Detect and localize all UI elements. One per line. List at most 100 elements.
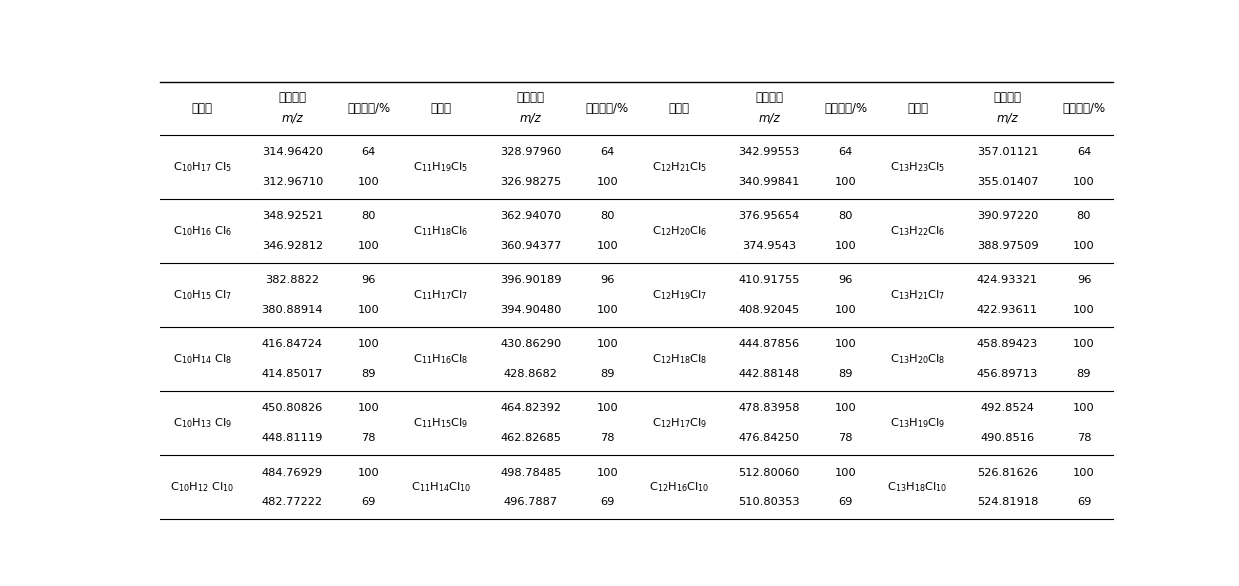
Text: C$_{13}$H$_{22}$Cl$_6$: C$_{13}$H$_{22}$Cl$_6$ (890, 224, 945, 238)
Text: 80: 80 (839, 211, 852, 222)
Text: 444.87856: 444.87856 (738, 339, 799, 349)
Text: 314.96420: 314.96420 (261, 147, 323, 157)
Text: 490.8516: 490.8516 (980, 433, 1035, 443)
Text: 特征离子: 特征离子 (279, 91, 306, 104)
Text: 78: 78 (600, 433, 615, 443)
Text: 分子式: 分子式 (192, 102, 213, 115)
Text: 100: 100 (835, 468, 856, 478)
Text: 96: 96 (362, 275, 375, 285)
Text: 100: 100 (1073, 468, 1095, 478)
Text: 346.92812: 346.92812 (261, 241, 323, 251)
Text: 64: 64 (839, 147, 852, 157)
Text: 96: 96 (1077, 275, 1092, 285)
Text: C$_{12}$H$_{16}$Cl$_{10}$: C$_{12}$H$_{16}$Cl$_{10}$ (649, 481, 710, 494)
Text: 355.01407: 355.01407 (976, 176, 1038, 186)
Text: C$_{10}$H$_{12}$ Cl$_{10}$: C$_{10}$H$_{12}$ Cl$_{10}$ (171, 481, 234, 494)
Text: 390.97220: 390.97220 (976, 211, 1038, 222)
Text: 348.92521: 348.92521 (261, 211, 323, 222)
Text: 100: 100 (1073, 305, 1095, 315)
Text: 456.89713: 456.89713 (976, 369, 1038, 379)
Text: 496.7887: 496.7887 (504, 497, 558, 507)
Text: 498.78485: 498.78485 (501, 468, 561, 478)
Text: m/z: m/z (996, 111, 1018, 124)
Text: 69: 69 (362, 497, 375, 507)
Text: 416.84724: 416.84724 (261, 339, 323, 349)
Text: 89: 89 (839, 369, 852, 379)
Text: 100: 100 (835, 339, 856, 349)
Text: 342.99553: 342.99553 (738, 147, 800, 157)
Text: 64: 64 (600, 147, 615, 157)
Text: 80: 80 (1077, 211, 1092, 222)
Text: C$_{12}$H$_{21}$Cl$_5$: C$_{12}$H$_{21}$Cl$_5$ (652, 160, 706, 174)
Text: 510.80353: 510.80353 (738, 497, 800, 507)
Text: 分子式: 分子式 (430, 102, 451, 115)
Text: 96: 96 (839, 275, 852, 285)
Text: 相对丰度/%: 相对丰度/% (347, 102, 390, 115)
Text: 410.91755: 410.91755 (738, 275, 800, 285)
Text: 80: 80 (600, 211, 615, 222)
Text: 100: 100 (358, 305, 379, 315)
Text: C$_{13}$H$_{19}$Cl$_9$: C$_{13}$H$_{19}$Cl$_9$ (890, 416, 945, 430)
Text: 78: 78 (362, 433, 377, 443)
Text: 394.90480: 394.90480 (501, 305, 561, 315)
Text: 382.8822: 382.8822 (265, 275, 320, 285)
Text: 526.81626: 526.81626 (978, 468, 1038, 478)
Text: C$_{10}$H$_{14}$ Cl$_8$: C$_{10}$H$_{14}$ Cl$_8$ (173, 352, 232, 366)
Text: 357.01121: 357.01121 (976, 147, 1038, 157)
Text: 376.95654: 376.95654 (738, 211, 799, 222)
Text: 396.90189: 396.90189 (501, 275, 561, 285)
Text: 69: 69 (1077, 497, 1092, 507)
Text: 464.82392: 464.82392 (501, 403, 561, 414)
Text: C$_{11}$H$_{18}$Cl$_6$: C$_{11}$H$_{18}$Cl$_6$ (413, 224, 468, 238)
Text: 特征离子: 特征离子 (994, 91, 1021, 104)
Text: 64: 64 (362, 147, 375, 157)
Text: 458.89423: 458.89423 (976, 339, 1038, 349)
Text: 相对丰度/%: 相对丰度/% (1062, 102, 1105, 115)
Text: C$_{10}$H$_{13}$ Cl$_9$: C$_{10}$H$_{13}$ Cl$_9$ (173, 416, 232, 430)
Text: 524.81918: 524.81918 (976, 497, 1038, 507)
Text: 478.83958: 478.83958 (738, 403, 800, 414)
Text: C$_{13}$H$_{23}$Cl$_5$: C$_{13}$H$_{23}$Cl$_5$ (890, 160, 945, 174)
Text: C$_{13}$H$_{21}$Cl$_7$: C$_{13}$H$_{21}$Cl$_7$ (890, 288, 945, 302)
Text: 482.77222: 482.77222 (261, 497, 323, 507)
Text: 相对丰度/%: 相对丰度/% (586, 102, 628, 115)
Text: 相对丰度/%: 相对丰度/% (824, 102, 867, 115)
Text: 69: 69 (839, 497, 852, 507)
Text: 360.94377: 360.94377 (501, 241, 561, 251)
Text: 448.81119: 448.81119 (261, 433, 323, 443)
Text: 476.84250: 476.84250 (738, 433, 799, 443)
Text: 100: 100 (596, 305, 618, 315)
Text: 422.93611: 422.93611 (976, 305, 1038, 315)
Text: 380.88914: 380.88914 (261, 305, 323, 315)
Text: C$_{10}$H$_{16}$ Cl$_6$: C$_{10}$H$_{16}$ Cl$_6$ (173, 224, 232, 238)
Text: 430.86290: 430.86290 (501, 339, 561, 349)
Text: 100: 100 (835, 305, 856, 315)
Text: C$_{11}$H$_{16}$Cl$_8$: C$_{11}$H$_{16}$Cl$_8$ (413, 352, 468, 366)
Text: 100: 100 (596, 241, 618, 251)
Text: C$_{11}$H$_{17}$Cl$_7$: C$_{11}$H$_{17}$Cl$_7$ (413, 288, 468, 302)
Text: 462.82685: 462.82685 (501, 433, 561, 443)
Text: 388.97509: 388.97509 (976, 241, 1038, 251)
Text: 512.80060: 512.80060 (738, 468, 800, 478)
Text: C$_{12}$H$_{18}$Cl$_8$: C$_{12}$H$_{18}$Cl$_8$ (652, 352, 706, 366)
Text: C$_{11}$H$_{15}$Cl$_9$: C$_{11}$H$_{15}$Cl$_9$ (413, 416, 468, 430)
Text: 100: 100 (596, 468, 618, 478)
Text: 100: 100 (1073, 176, 1095, 186)
Text: C$_{10}$H$_{15}$ Cl$_7$: C$_{10}$H$_{15}$ Cl$_7$ (173, 288, 232, 302)
Text: 100: 100 (596, 176, 618, 186)
Text: 89: 89 (1077, 369, 1092, 379)
Text: 100: 100 (1073, 403, 1095, 414)
Text: 特征离子: 特征离子 (517, 91, 545, 104)
Text: C$_{13}$H$_{18}$Cl$_{10}$: C$_{13}$H$_{18}$Cl$_{10}$ (887, 481, 948, 494)
Text: 特征离子: 特征离子 (755, 91, 783, 104)
Text: 414.85017: 414.85017 (261, 369, 323, 379)
Text: C$_{11}$H$_{19}$Cl$_5$: C$_{11}$H$_{19}$Cl$_5$ (413, 160, 468, 174)
Text: 326.98275: 326.98275 (501, 176, 561, 186)
Text: 100: 100 (835, 241, 856, 251)
Text: 100: 100 (358, 241, 379, 251)
Text: 100: 100 (1073, 241, 1095, 251)
Text: 100: 100 (596, 403, 618, 414)
Text: 80: 80 (362, 211, 377, 222)
Text: 312.96710: 312.96710 (261, 176, 323, 186)
Text: 100: 100 (358, 176, 379, 186)
